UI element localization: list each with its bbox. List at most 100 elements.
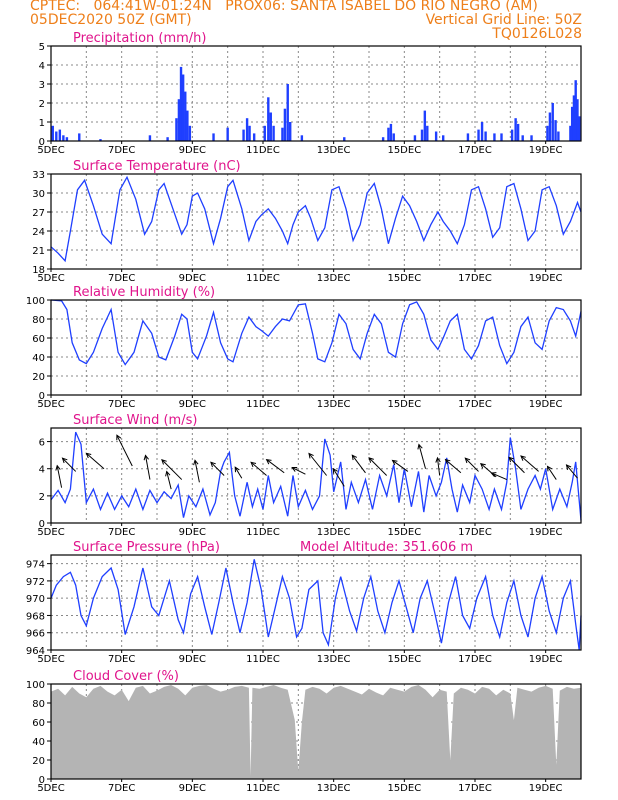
wind-vector-arrow [62,457,77,472]
precipitation-bar [442,135,445,141]
wind-vector-arrow [445,459,462,474]
y-tick-label: 972 [26,577,45,588]
precipitation-bar [272,125,275,141]
wind-vector-arrowhead [55,464,61,471]
y-tick-label: 24 [32,227,45,238]
y-tick-label: 974 [26,560,45,571]
pressure-line [50,559,582,651]
wind-vector-arrowhead [565,464,572,471]
precipitation-bar [148,135,152,141]
x-tick-label: 11DEC [246,145,280,156]
precipitation-bar [493,133,496,141]
x-tick-label: 13DEC [317,783,351,794]
precipitation-bar [557,131,560,141]
panel-wind: 0 2 4 6 5DEC 7DEC 9DEC 11DEC 13DEC 15DEC 17DEC 19DE… [37,413,582,538]
y-tick-label: 27 [32,208,45,219]
x-tick-label: 9DEC [179,783,206,794]
wind-vector-arrowhead [61,457,68,464]
wind-line [50,431,582,521]
precipitation-bar [434,131,438,141]
y-tick-label: 3 [39,80,45,91]
plot-frame [50,427,582,524]
precipitation-bar [245,118,249,141]
y-tick-label: 1 [39,118,45,129]
wind-vector-arrowhead [435,456,441,463]
x-tick-label: 13DEC [317,399,351,410]
plot-frame [50,683,582,780]
x-tick-label: 9DEC [179,145,206,156]
precipitation-bar [58,129,62,141]
wind-vector-arrowhead [116,434,122,441]
panel-title: Surface Pressure (hPa) [73,540,220,555]
y-tick-label: 33 [32,170,45,181]
panel-title: Surface Wind (m/s) [73,413,197,428]
precipitation-bar [175,118,178,141]
x-tick-label: 17DEC [458,527,492,538]
y-tick-label: 30 [32,189,45,200]
precipitation-bar [283,108,287,141]
x-tick-label: 19DEC [529,273,563,284]
wind-vector-arrowhead [291,467,298,472]
panel-precipitation: 0 1 2 3 4 5 5DEC 7DEC 9DEC 11DEC 13DEC 15DEC 17DEC 19… [37,31,582,156]
wind-vector-arrow [116,434,133,467]
wind-vector-arrowhead [546,465,553,472]
y-tick-label: 100 [26,680,45,691]
x-tick-label: 19DEC [529,654,563,665]
precipitation-bar [423,110,427,141]
precipitation-bar [420,129,424,141]
precipitation-bar [576,99,579,141]
wind-vector-arrowhead [444,458,451,465]
precipitation-bar [514,118,517,141]
wind-vector-arrowhead [417,443,423,450]
precipitation-bar [548,112,552,141]
precipitation-bar [426,125,429,141]
wind-vector-arrowhead [508,456,514,463]
panel-title: Surface Temperature (nC) [73,159,241,174]
x-tick-label: 17DEC [458,783,492,794]
x-tick-label: 5DEC [37,145,64,156]
precipitation-bar [578,116,581,141]
x-tick-label: 13DEC [317,145,351,156]
wind-vector-arrowhead [368,457,374,463]
y-tick-label: 0 [39,391,45,402]
x-tick-label: 5DEC [37,527,64,538]
x-tick-label: 17DEC [458,273,492,284]
wind-vector-arrow [566,464,578,479]
y-tick-label: 0 [39,137,45,148]
x-tick-label: 11DEC [246,273,280,284]
x-tick-label: 19DEC [529,145,563,156]
panel-temperature: 18 21 24 27 30 33 5DEC 7DEC 9DEC 11DEC 13DEC 15DEC 1… [32,159,582,284]
wind-vector-arrow [308,453,327,476]
precipitation-bar [62,135,65,141]
y-tick-label: 20 [32,372,45,383]
precipitation-bar [381,137,385,141]
precipitation-bar [551,103,554,141]
temperature-line [50,175,582,263]
wind-vector-arrowhead [85,452,92,459]
plot-frame [50,173,582,270]
precipitation-bar [281,127,284,141]
precipitation-bar [188,125,192,141]
wind-vector-arrowhead [464,457,471,464]
y-tick-label: 80 [32,699,45,710]
x-tick-label: 7DEC [108,783,135,794]
precipitation-bar [569,125,572,141]
precipitation-bar [51,125,54,141]
cloud-cover-area [51,685,581,779]
x-tick-label: 11DEC [246,527,280,538]
precipitation-bar [546,125,549,141]
header-datetime: 05DEC2020 50Z (GMT) [30,12,192,28]
precipitation-bar [521,135,524,141]
y-tick-label: 966 [26,629,45,640]
wind-vector-arrow [56,465,63,488]
precipitation-bar [387,127,390,141]
wind-vector-arrow [436,457,441,476]
y-tick-label: 6 [39,438,45,449]
precipitation-bar [480,122,484,141]
precipitation-bar [166,137,169,141]
precipitation-bar [186,110,189,141]
precipitation-bar [574,80,577,141]
x-tick-label: 15DEC [387,273,421,284]
wind-vector-arrowhead [193,459,199,466]
precipitation-bar [466,133,470,141]
